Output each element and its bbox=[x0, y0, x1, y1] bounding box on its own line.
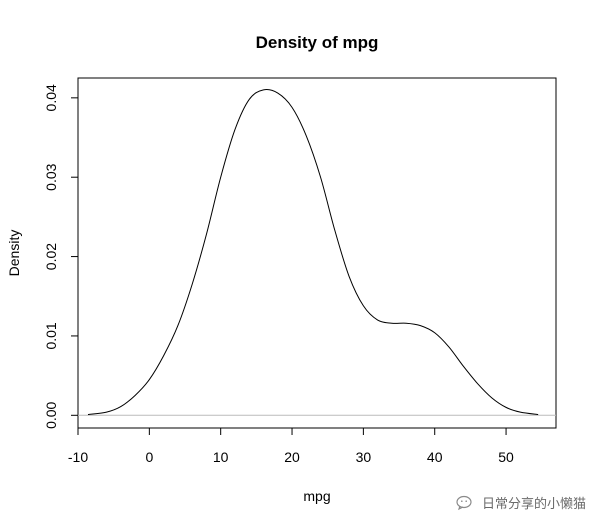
watermark: 日常分享的小懒猫 bbox=[456, 493, 586, 512]
density-line bbox=[87, 89, 539, 416]
x-tick-label: 10 bbox=[213, 449, 229, 465]
y-tick-label: 0.04 bbox=[43, 84, 59, 111]
x-tick-label: 0 bbox=[145, 449, 153, 465]
x-tick-label: 50 bbox=[498, 449, 514, 465]
wechat-icon bbox=[456, 495, 472, 510]
watermark-text: 日常分享的小懒猫 bbox=[481, 497, 586, 512]
y-tick-label: 0.03 bbox=[43, 163, 59, 190]
x-tick-label: 20 bbox=[284, 449, 300, 465]
x-tick-label: 40 bbox=[427, 449, 443, 465]
y-tick-label: 0.02 bbox=[43, 243, 59, 270]
x-tick-label: 30 bbox=[356, 449, 372, 465]
y-tick-label: 0.00 bbox=[43, 401, 59, 428]
x-axis: -10 0 10 20 30 40 50 bbox=[68, 427, 514, 465]
y-axis-label: Density bbox=[6, 230, 22, 277]
y-axis: 0.00 0.01 0.02 0.03 0.04 bbox=[43, 84, 78, 429]
x-axis-label: mpg bbox=[303, 488, 330, 504]
plot-frame bbox=[77, 77, 557, 429]
x-tick-label: -10 bbox=[68, 449, 88, 465]
y-tick-label: 0.01 bbox=[43, 322, 59, 349]
chart-title: Density of mpg bbox=[256, 33, 379, 52]
